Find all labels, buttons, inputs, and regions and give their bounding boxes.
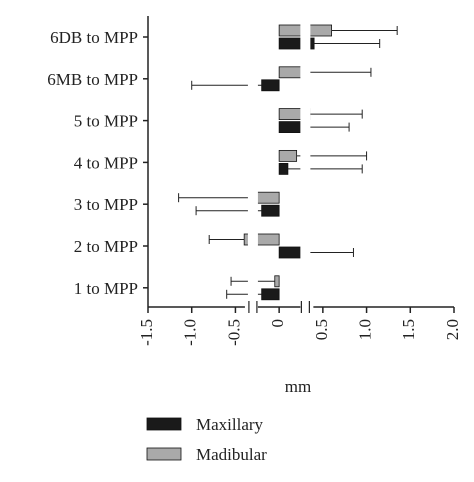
maxillary-bar (278, 162, 289, 175)
legend-label: Madibular (196, 445, 267, 464)
x-tick-label: -0.5 (224, 319, 243, 346)
category-label: 1 to MPP (74, 279, 138, 298)
x-tick-label: 0.5 (312, 319, 331, 340)
maxillary-bar (261, 79, 280, 92)
x-tick-label: -1.5 (137, 319, 156, 346)
x-tick-label: 1.0 (355, 319, 374, 340)
x-tick-label: 2.0 (443, 319, 462, 340)
category-label: 5 to MPP (74, 112, 138, 131)
legend-swatch (146, 417, 182, 431)
madibular-bar (278, 149, 298, 162)
legend-swatch (146, 447, 182, 461)
maxillary-bar (261, 288, 280, 301)
x-tick-label: 1.5 (399, 319, 418, 340)
maxillary-bar (261, 204, 280, 217)
legend-label: Maxillary (196, 415, 264, 434)
x-axis-title: mm (285, 377, 311, 396)
category-label: 6MB to MPP (47, 70, 138, 89)
category-label: 4 to MPP (74, 153, 138, 172)
axis-break-gap (247, 16, 258, 308)
axis-break-gap (300, 16, 311, 308)
madibular-bar (274, 275, 280, 288)
category-label: 3 to MPP (74, 195, 138, 214)
x-tick-label: 0 (268, 319, 287, 328)
category-label: 2 to MPP (74, 237, 138, 256)
category-label: 6DB to MPP (50, 28, 138, 47)
x-tick-label: -1.0 (181, 319, 200, 346)
madibular-bar (278, 66, 302, 79)
